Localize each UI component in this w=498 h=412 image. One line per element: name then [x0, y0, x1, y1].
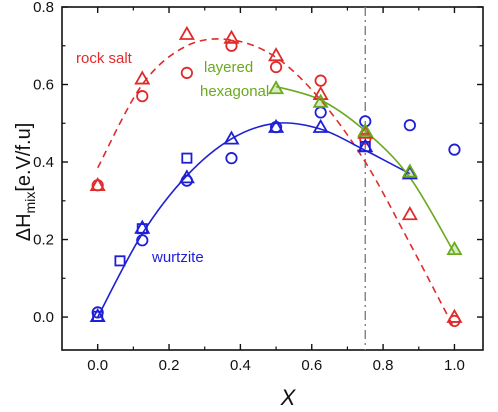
x-tick-label: 1.0 [444, 357, 465, 374]
wurtzite-circle-marker [314, 106, 327, 119]
rock_salt-triangle-marker [134, 70, 151, 85]
rock_salt-triangle-marker [223, 29, 240, 44]
x-tick-label: 0.8 [373, 357, 394, 374]
wurtzite-circle-marker [359, 115, 372, 128]
wurtzite-circle-marker [225, 152, 238, 165]
wurtzite-square-marker [359, 141, 371, 153]
wurtzite-square-marker [92, 310, 104, 322]
rock_salt-circle-marker [314, 74, 327, 87]
wurtzite-square-marker [114, 255, 126, 267]
layered_hexagonal-triangle-marker [446, 240, 463, 256]
annotation-rock-salt: rock salt [76, 50, 133, 67]
rock_salt-triangle-marker [401, 206, 418, 221]
plot-frame [61, 6, 484, 351]
rock_salt-triangle-marker [178, 25, 195, 40]
rock_salt-circle-marker [136, 90, 149, 103]
rock_salt-circle-marker [225, 39, 238, 52]
layered_hexagonal-triangle-marker [401, 163, 418, 178]
wurtzite-triangle-marker [401, 165, 418, 180]
y-tick-label: 0.2 [33, 232, 54, 249]
rock_salt-circle-marker [180, 66, 193, 79]
x-axis-label: X [280, 385, 297, 410]
x-tick-label: 0.6 [301, 357, 322, 374]
rock_salt-triangle-marker [312, 85, 329, 100]
rock_salt-triangle-marker [357, 124, 374, 139]
x-tick-label: 0.4 [230, 357, 251, 374]
rock_salt-circle-marker [269, 60, 283, 74]
layered_hexagonal-triangle-marker [357, 122, 374, 137]
layered_hexagonal-fit-curve [275, 85, 456, 254]
y-tick-label: 0.4 [33, 154, 54, 171]
wurtzite-triangle-marker [223, 130, 240, 145]
wurtzite-circle-marker [403, 119, 416, 132]
rock_salt-triangle-marker [89, 176, 106, 192]
wurtzite-triangle-marker [268, 118, 285, 133]
y-axis-label: ΔHmix[e.V/f.u] [13, 123, 38, 242]
wurtzite-circle-marker [136, 234, 149, 247]
rock_salt-triangle-marker [268, 47, 285, 62]
y-tick-label: 0.0 [33, 309, 54, 326]
rock_salt-triangle-marker [446, 308, 463, 323]
x-tick-label: 0.0 [87, 357, 108, 374]
annotation-hexagonal: hexagonal [200, 83, 269, 100]
wurtzite-triangle-marker [312, 118, 329, 133]
annotation-wurtzite: wurtzite [151, 249, 204, 266]
wurtzite-square-marker [181, 152, 193, 164]
wurtzite-triangle-marker [178, 169, 195, 184]
annotation-layered: layered [204, 59, 253, 76]
y-tick-label: 0.6 [33, 77, 54, 94]
y-tick-label: 0.8 [33, 0, 54, 16]
rock_salt-circle-marker [359, 132, 372, 145]
wurtzite-square-marker [136, 223, 148, 235]
layered_hexagonal-triangle-marker [312, 93, 329, 108]
x-tick-label: 0.2 [159, 357, 180, 374]
wurtzite-circle-marker [448, 143, 461, 156]
layered_hexagonal-triangle-marker [268, 80, 285, 95]
